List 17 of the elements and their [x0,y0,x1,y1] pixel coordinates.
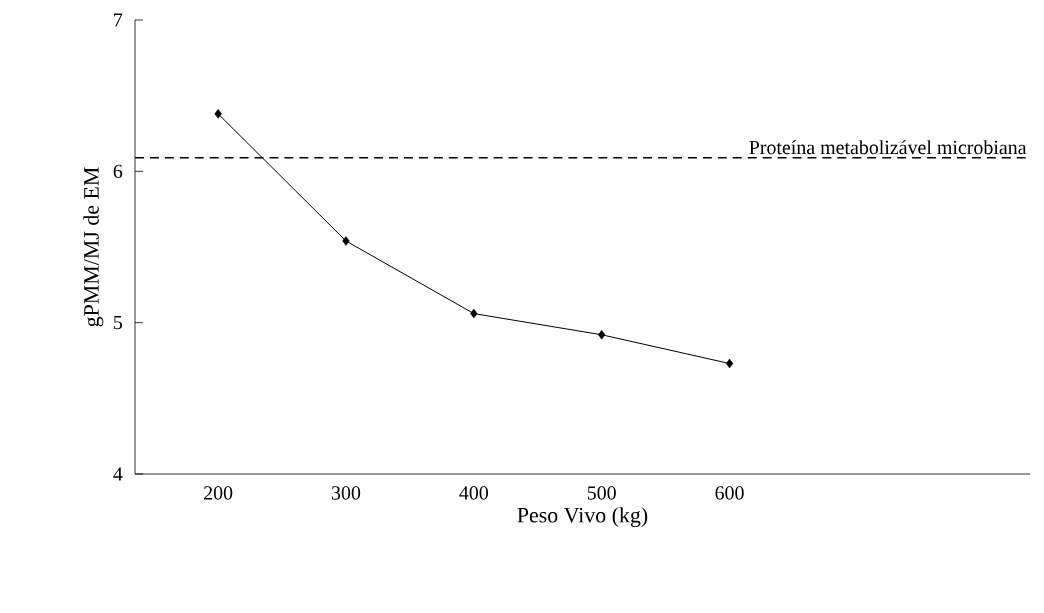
x-tick-label: 300 [331,486,361,500]
x-tick-label: 500 [587,486,616,500]
y-tick-label: 5 [114,316,123,330]
point [598,330,606,340]
x-axis-title: Peso Vivo (kg) [517,507,648,528]
point [214,109,222,119]
x-tick-label: 400 [459,486,489,500]
y-tick-label: 4 [113,467,123,481]
x-tick-label: 200 [204,486,233,500]
point [725,358,734,369]
x-tick-label: 600 [715,486,744,500]
y-tick-label: 7 [114,13,123,27]
point [470,308,478,319]
ref-line-label: Proteína metabolizável microbiana [749,140,1027,155]
y-tick-label: 6 [113,164,123,179]
point [342,236,350,246]
y-axis-title: gPMM/MJ de EM [83,167,104,327]
